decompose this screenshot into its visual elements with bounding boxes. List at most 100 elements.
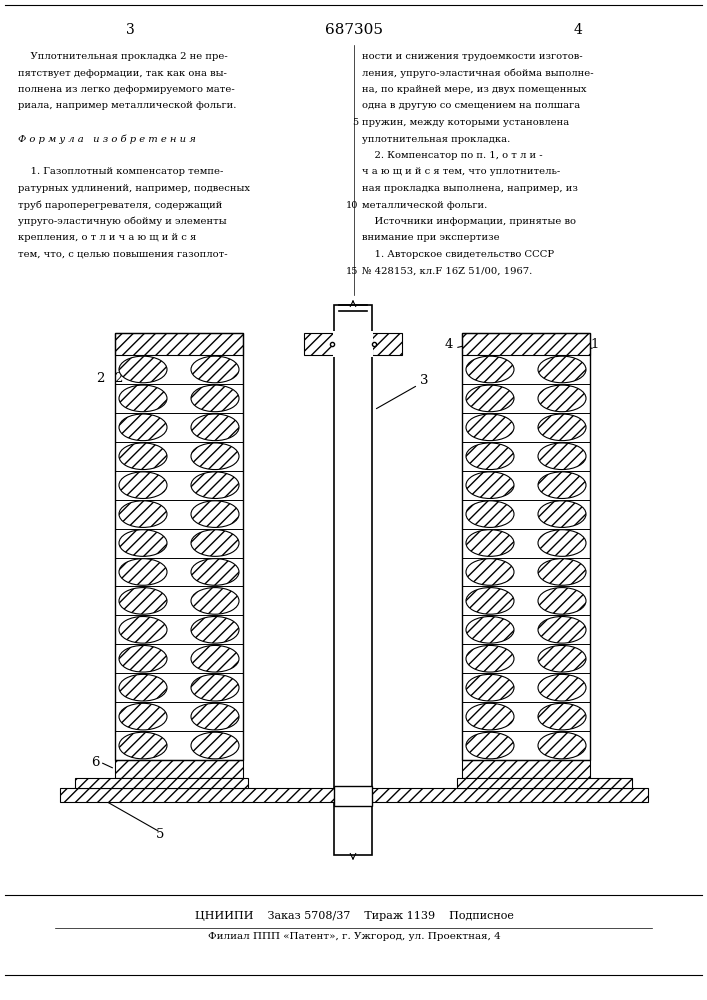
Ellipse shape <box>191 732 239 759</box>
Bar <box>115 333 243 355</box>
Text: на, по крайней мере, из двух помещенных: на, по крайней мере, из двух помещенных <box>362 85 587 94</box>
Ellipse shape <box>466 414 514 441</box>
Bar <box>462 333 590 355</box>
Ellipse shape <box>119 443 167 470</box>
Text: 3: 3 <box>420 373 428 386</box>
Bar <box>75 778 248 788</box>
Ellipse shape <box>191 530 239 556</box>
Text: Источники информации, принятые во: Источники информации, принятые во <box>362 217 576 226</box>
Bar <box>462 760 590 778</box>
Ellipse shape <box>119 559 167 585</box>
Text: 4: 4 <box>573 23 583 37</box>
Text: 2. Компенсатор по п. 1, о т л и -: 2. Компенсатор по п. 1, о т л и - <box>362 151 543 160</box>
Text: внимание при экспертизе: внимание при экспертизе <box>362 233 500 242</box>
Ellipse shape <box>466 588 514 614</box>
Ellipse shape <box>191 674 239 701</box>
Text: ЦНИИПИ    Заказ 5708/37    Тираж 1139    Подписное: ЦНИИПИ Заказ 5708/37 Тираж 1139 Подписно… <box>194 911 513 921</box>
Bar <box>304 333 334 355</box>
Bar <box>333 331 336 357</box>
Ellipse shape <box>191 414 239 441</box>
Text: тем, что, с целью повышения газоплот-: тем, что, с целью повышения газоплот- <box>18 250 228 259</box>
Text: ности и снижения трудоемкости изготов-: ности и снижения трудоемкости изготов- <box>362 52 583 61</box>
Text: пятствует деформации, так как она вы-: пятствует деформации, так как она вы- <box>18 68 227 78</box>
Ellipse shape <box>119 530 167 556</box>
Ellipse shape <box>466 356 514 383</box>
Text: 1: 1 <box>573 338 581 352</box>
Ellipse shape <box>538 501 586 527</box>
Text: одна в другую со смещением на полшага: одна в другую со смещением на полшага <box>362 102 580 110</box>
Text: 687305: 687305 <box>325 23 383 37</box>
Ellipse shape <box>119 385 167 412</box>
Ellipse shape <box>466 472 514 498</box>
Text: 10: 10 <box>346 200 358 210</box>
Ellipse shape <box>466 617 514 643</box>
Text: Уплотнительная прокладка 2 не пре-: Уплотнительная прокладка 2 не пре- <box>18 52 228 61</box>
Ellipse shape <box>191 443 239 470</box>
Ellipse shape <box>119 674 167 701</box>
Ellipse shape <box>119 617 167 643</box>
Ellipse shape <box>191 501 239 527</box>
Bar <box>372 333 402 355</box>
Text: ления, упруго-эластичная обойма выполне-: ления, упруго-эластичная обойма выполне- <box>362 68 594 78</box>
Ellipse shape <box>119 472 167 498</box>
Ellipse shape <box>466 645 514 672</box>
Text: 5: 5 <box>156 828 164 842</box>
Text: 2: 2 <box>114 371 122 384</box>
Text: 1. Газоплотный компенсатор темпе-: 1. Газоплотный компенсатор темпе- <box>18 167 223 176</box>
Ellipse shape <box>466 501 514 527</box>
Ellipse shape <box>538 732 586 759</box>
Ellipse shape <box>466 530 514 556</box>
Ellipse shape <box>538 443 586 470</box>
Ellipse shape <box>538 559 586 585</box>
Ellipse shape <box>191 472 239 498</box>
Ellipse shape <box>538 588 586 614</box>
Ellipse shape <box>191 559 239 585</box>
Ellipse shape <box>466 732 514 759</box>
Ellipse shape <box>119 356 167 383</box>
Text: риала, например металлической фольги.: риала, например металлической фольги. <box>18 102 236 110</box>
Text: № 428153, кл.F 16Z 51/00, 1967.: № 428153, кл.F 16Z 51/00, 1967. <box>362 266 532 275</box>
Text: Ф о р м у л а   и з о б р е т е н и я: Ф о р м у л а и з о б р е т е н и я <box>18 134 196 144</box>
Ellipse shape <box>466 703 514 730</box>
Bar <box>334 786 372 806</box>
Ellipse shape <box>538 674 586 701</box>
Bar <box>60 788 648 802</box>
Ellipse shape <box>466 385 514 412</box>
Bar <box>334 305 372 855</box>
Text: металлической фольги.: металлической фольги. <box>362 200 487 210</box>
Bar <box>115 333 243 760</box>
Ellipse shape <box>538 645 586 672</box>
Ellipse shape <box>538 530 586 556</box>
Bar <box>462 333 590 760</box>
Text: Филиал ППП «Патент», г. Ужгород, ул. Проектная, 4: Филиал ППП «Патент», г. Ужгород, ул. Про… <box>208 932 501 941</box>
Text: полнена из легко деформируемого мате-: полнена из легко деформируемого мате- <box>18 85 235 94</box>
Ellipse shape <box>119 588 167 614</box>
Bar <box>370 331 373 357</box>
Ellipse shape <box>538 472 586 498</box>
Bar <box>115 760 243 778</box>
Ellipse shape <box>119 703 167 730</box>
Ellipse shape <box>191 617 239 643</box>
Ellipse shape <box>538 703 586 730</box>
Ellipse shape <box>466 443 514 470</box>
Text: 3: 3 <box>126 23 134 37</box>
Text: 15: 15 <box>346 266 358 275</box>
Text: уплотнительная прокладка.: уплотнительная прокладка. <box>362 134 510 143</box>
Text: 6: 6 <box>90 756 99 768</box>
Ellipse shape <box>119 732 167 759</box>
Text: 5: 5 <box>352 118 358 127</box>
Text: 1. Авторское свидетельство СССР: 1. Авторское свидетельство СССР <box>362 250 554 259</box>
Ellipse shape <box>538 414 586 441</box>
Ellipse shape <box>538 617 586 643</box>
Ellipse shape <box>191 356 239 383</box>
Bar <box>334 786 372 804</box>
Ellipse shape <box>538 356 586 383</box>
Text: 1: 1 <box>590 338 598 352</box>
Text: упруго-эластичную обойму и элементы: упруго-эластичную обойму и элементы <box>18 217 227 227</box>
Ellipse shape <box>191 385 239 412</box>
Ellipse shape <box>119 414 167 441</box>
Ellipse shape <box>466 559 514 585</box>
Ellipse shape <box>191 645 239 672</box>
Text: 4: 4 <box>445 338 453 352</box>
Text: ч а ю щ и й с я тем, что уплотнитель-: ч а ю щ и й с я тем, что уплотнитель- <box>362 167 560 176</box>
